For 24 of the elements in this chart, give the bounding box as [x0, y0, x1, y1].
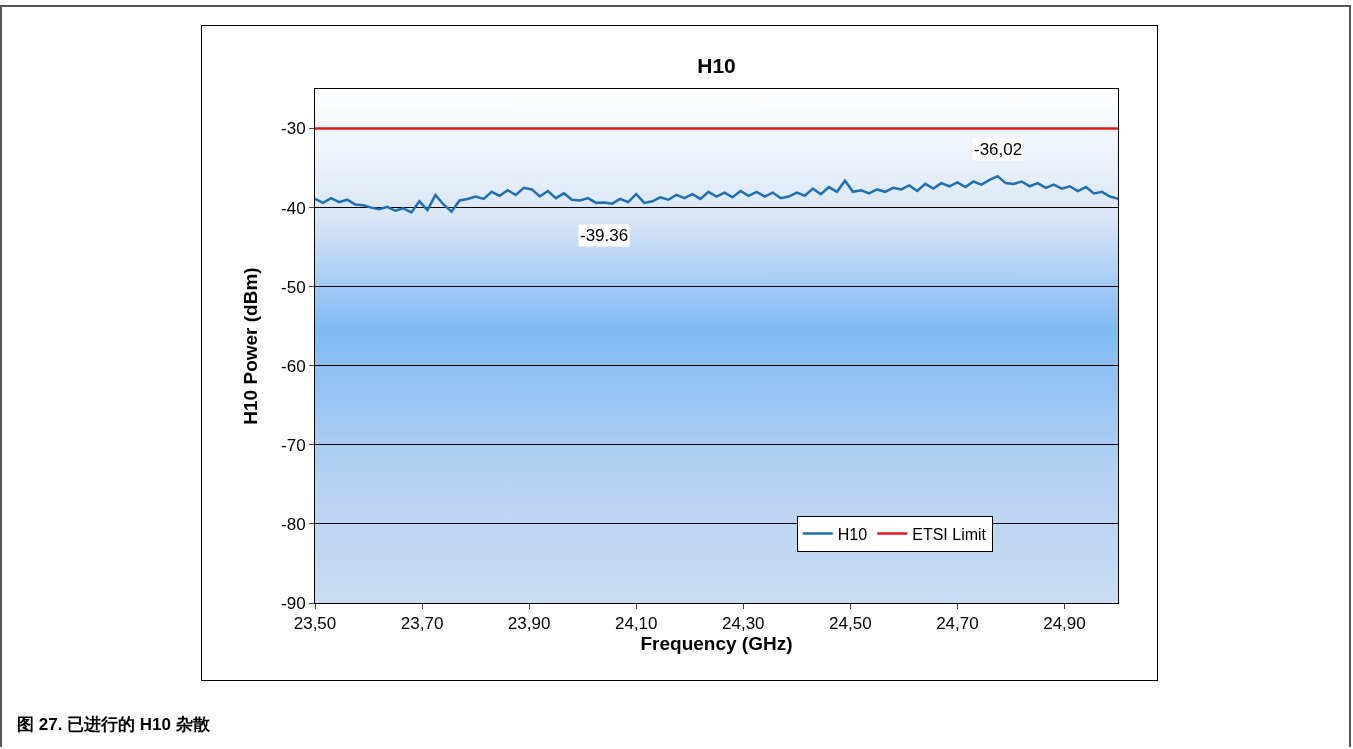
x-tick-label: 23,90 [507, 614, 551, 634]
x-tick-label: 23,50 [293, 614, 337, 634]
line-series [315, 174, 1118, 214]
x-tick-label: 24,50 [829, 614, 872, 634]
legend-label: H10 [837, 525, 868, 543]
y-tick-label: -70 [281, 435, 306, 455]
x-tick-label: 24,10 [614, 614, 658, 634]
y-tick-label: -50 [281, 277, 306, 297]
x-tick-label: 23,70 [400, 614, 444, 634]
legend-label: ETSI Limit [912, 525, 987, 543]
y-tick-label: -60 [281, 356, 306, 376]
caption: 图 27. 已进行的 H10 杂散 [17, 715, 211, 734]
y-axis-title: H10 Power (dBm) [239, 267, 261, 425]
annotation: -36,02 [974, 140, 1023, 159]
chart-title: H10 [697, 54, 736, 78]
y-tick-label: -30 [281, 119, 306, 139]
y-tick-label: -80 [281, 514, 306, 534]
x-tick-label: 24,70 [936, 614, 979, 634]
x-tick-label: 24,90 [1043, 614, 1086, 634]
y-tick-label: -40 [281, 198, 306, 218]
annotation: -39.36 [580, 226, 629, 245]
x-axis-title: Frequency (GHz) [640, 633, 793, 655]
y-tick-label: -90 [281, 593, 306, 613]
x-tick-label: 24,30 [722, 614, 765, 634]
